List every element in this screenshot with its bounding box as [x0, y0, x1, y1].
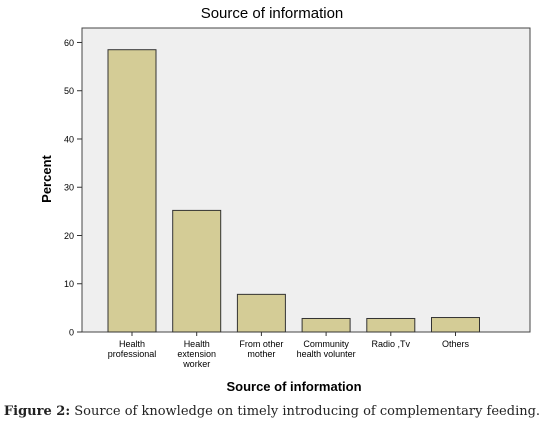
- x-tick-label: From other mother: [239, 339, 283, 359]
- caption-label: Figure 2:: [3, 404, 71, 419]
- x-tick-label: Health extension worker: [177, 339, 216, 369]
- figure-caption: Figure 2: Source of knowledge on timely …: [0, 404, 544, 419]
- bar: [431, 317, 480, 333]
- bar: [236, 293, 286, 333]
- y-tick-label: 50: [64, 86, 74, 96]
- chart-title: Source of information: [201, 5, 344, 22]
- caption-text: Source of knowledge on timely introducin…: [74, 404, 541, 419]
- y-tick-label: 20: [64, 231, 74, 241]
- bar: [107, 49, 157, 333]
- plot-area: [81, 27, 531, 333]
- bar: [172, 209, 222, 333]
- x-tick-label: Health professional: [108, 339, 157, 359]
- y-tick-label: 40: [64, 134, 74, 144]
- y-tick-label: 0: [69, 328, 74, 338]
- bar: [366, 317, 416, 333]
- bars: [107, 49, 480, 333]
- y-tick-label: 30: [64, 183, 74, 193]
- bar-chart: Source of information Source of informat…: [39, 5, 531, 394]
- y-axis-label: Percent: [39, 154, 54, 202]
- x-tick-label: Radio ,Tv: [372, 339, 411, 349]
- x-tick-label: Others: [442, 339, 470, 349]
- bar: [301, 317, 351, 333]
- y-axis: 0 10 20 30 40 50 60: [64, 38, 82, 338]
- y-tick-label: 60: [64, 38, 74, 48]
- x-axis-label: Source of information: [226, 379, 361, 394]
- y-tick-label: 10: [64, 279, 74, 289]
- x-tick-label: Community health volunter: [297, 339, 356, 359]
- x-tick-labels: Health professional Health extension worker F…: [108, 332, 470, 369]
